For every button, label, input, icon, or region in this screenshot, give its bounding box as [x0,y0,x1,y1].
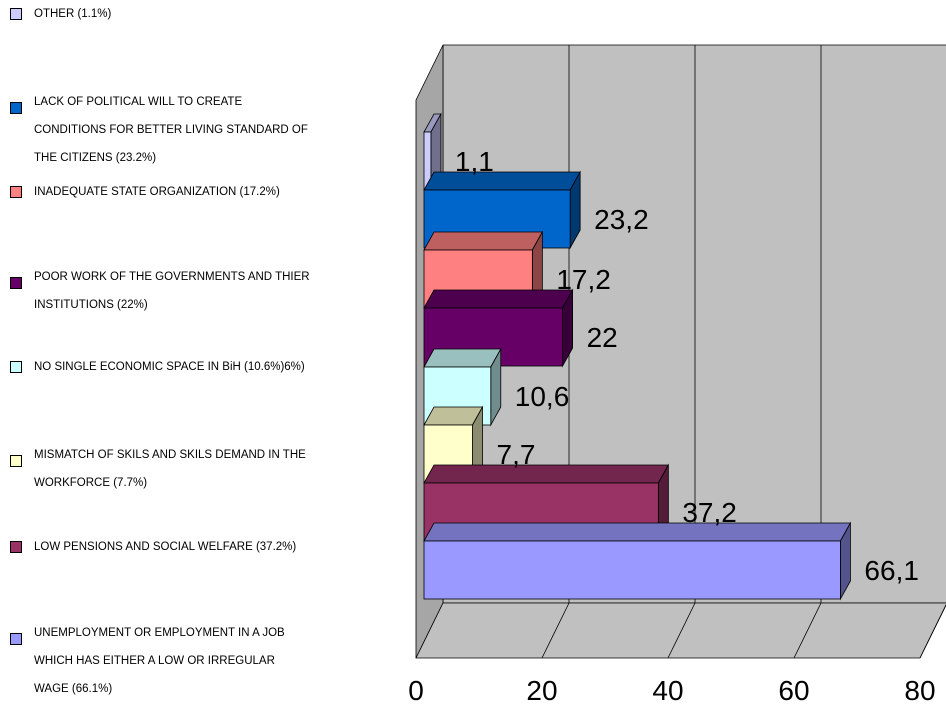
bar-value-label: 7,7 [497,439,536,470]
floor [415,602,946,659]
legend-label: INADEQUATE STATE ORGANIZATION (17.2%) [34,186,280,198]
bar-top [423,464,670,484]
bar-value-label: 23,2 [594,204,649,235]
bar-top [423,348,502,368]
gridline [541,602,570,659]
legend-label: POOR WORK OF THE GOVERNMENTS AND THIER [34,271,310,283]
legend-swatch [10,633,22,645]
legend-label: WORKFORCE (7.7%) [34,477,148,489]
legend-label: LOW PENSIONS AND SOCIAL WELFARE (37.2%) [34,541,297,553]
legend-label: WHICH HAS EITHER A LOW OR IRREGULAR [34,655,275,667]
legend-swatch [10,102,22,114]
bar-value-label: 37,2 [682,497,737,528]
bar-top [423,289,574,309]
x-tick-label: 0 [408,675,424,706]
bar-value-label: 17,2 [556,264,611,295]
chart-x-ticks: 0 20 40 60 80 [408,675,935,706]
bar-value-label: 66,1 [864,555,919,586]
legend-swatch [10,541,22,553]
bar [423,521,852,601]
legend-label: INSTITUTIONS (22%) [34,299,148,311]
gridline [793,602,822,659]
chart-value-labels: 1,1 23,2 17,2 22 10,6 7,7 37,2 66,1 [455,146,919,586]
legend-swatch [10,277,22,289]
bar [423,112,442,192]
legend-swatch [10,361,22,373]
bar-front [423,540,841,600]
legend-label: THE CITIZENS (23.2%) [34,152,157,164]
x-tick-label: 20 [526,675,557,706]
bar-top [423,231,544,251]
bar-value-label: 22 [587,322,618,353]
chart-legend: OTHER (1.1%) LACK OF POLITICAL WILL TO CR… [0,0,400,707]
legend-label: OTHER (1.1%) [34,8,112,20]
legend-swatch [10,8,22,20]
gridline [667,602,696,659]
x-tick-label: 80 [904,675,935,706]
legend-swatch [10,455,22,467]
legend-label: UNEMPLOYMENT OR EMPLOYMENT IN A JOB [34,627,285,639]
legend-label: WAGE (66.1%) [34,683,113,695]
legend-swatch [10,186,22,198]
legend-label: NO SINGLE ECONOMIC SPACE IN BiH (10.6%)6… [34,361,305,373]
x-tick-label: 60 [778,675,809,706]
bar-value-label: 10,6 [515,381,570,412]
bar-value-label: 1,1 [455,146,494,177]
gridline [919,604,946,659]
legend-label: MISMATCH OF SKILS AND SKILS DEMAND IN TH… [34,449,306,461]
chart-bars [423,112,852,601]
legend-label: CONDITIONS FOR BETTER LIVING STANDARD OF [34,124,308,136]
bar-top [423,522,852,542]
x-tick-label: 40 [652,675,683,706]
bar-top [423,171,581,191]
legend-label: LACK OF POLITICAL WILL TO CREATE [34,96,243,108]
